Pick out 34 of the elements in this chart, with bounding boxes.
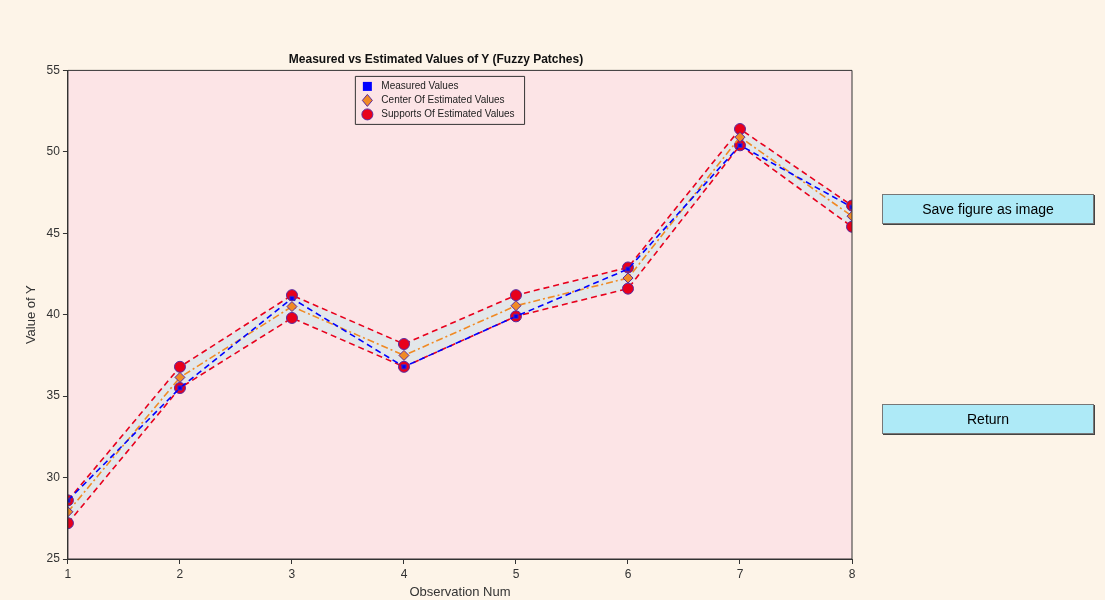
point <box>622 272 634 284</box>
legend-label: Supports Of Estimated Values <box>381 108 515 120</box>
point <box>174 371 186 383</box>
y-axis-title: Value of Y <box>23 284 39 345</box>
point <box>173 360 186 373</box>
x-tick-label: 4 <box>400 566 408 581</box>
x-tick-label: 7 <box>736 566 744 581</box>
point <box>621 282 634 295</box>
x-tick-label: 5 <box>512 566 520 581</box>
button[interactable]: Return <box>882 404 1094 434</box>
y-tick-label: 45 <box>46 225 61 240</box>
point <box>509 289 522 302</box>
point <box>286 301 298 313</box>
x-axis-title: Observation Num <box>409 583 511 599</box>
y-tick-label: 55 <box>46 62 61 77</box>
y-tick-label: 25 <box>46 551 61 566</box>
legend-label: Center Of Estimated Values <box>381 94 505 106</box>
x-tick-label: 3 <box>288 566 296 581</box>
y-tick-label: 40 <box>46 307 61 322</box>
chart-title: Measured vs Estimated Values of Y (Fuzzy Patches) <box>288 51 584 66</box>
point <box>510 300 522 312</box>
x-tick-label: 1 <box>64 566 72 581</box>
point <box>734 131 746 143</box>
legend-label: Measured Values <box>381 80 459 92</box>
x-tick-label: 8 <box>848 566 856 581</box>
point <box>398 349 410 361</box>
x-tick-label: 6 <box>624 566 632 581</box>
point <box>285 311 298 324</box>
point <box>397 338 410 351</box>
x-tick-label: 2 <box>176 566 184 581</box>
y-tick-label: 50 <box>46 144 61 159</box>
y-tick-label: 35 <box>46 388 61 403</box>
y-tick-label: 30 <box>46 469 61 484</box>
button[interactable]: Save figure as image <box>882 194 1094 224</box>
